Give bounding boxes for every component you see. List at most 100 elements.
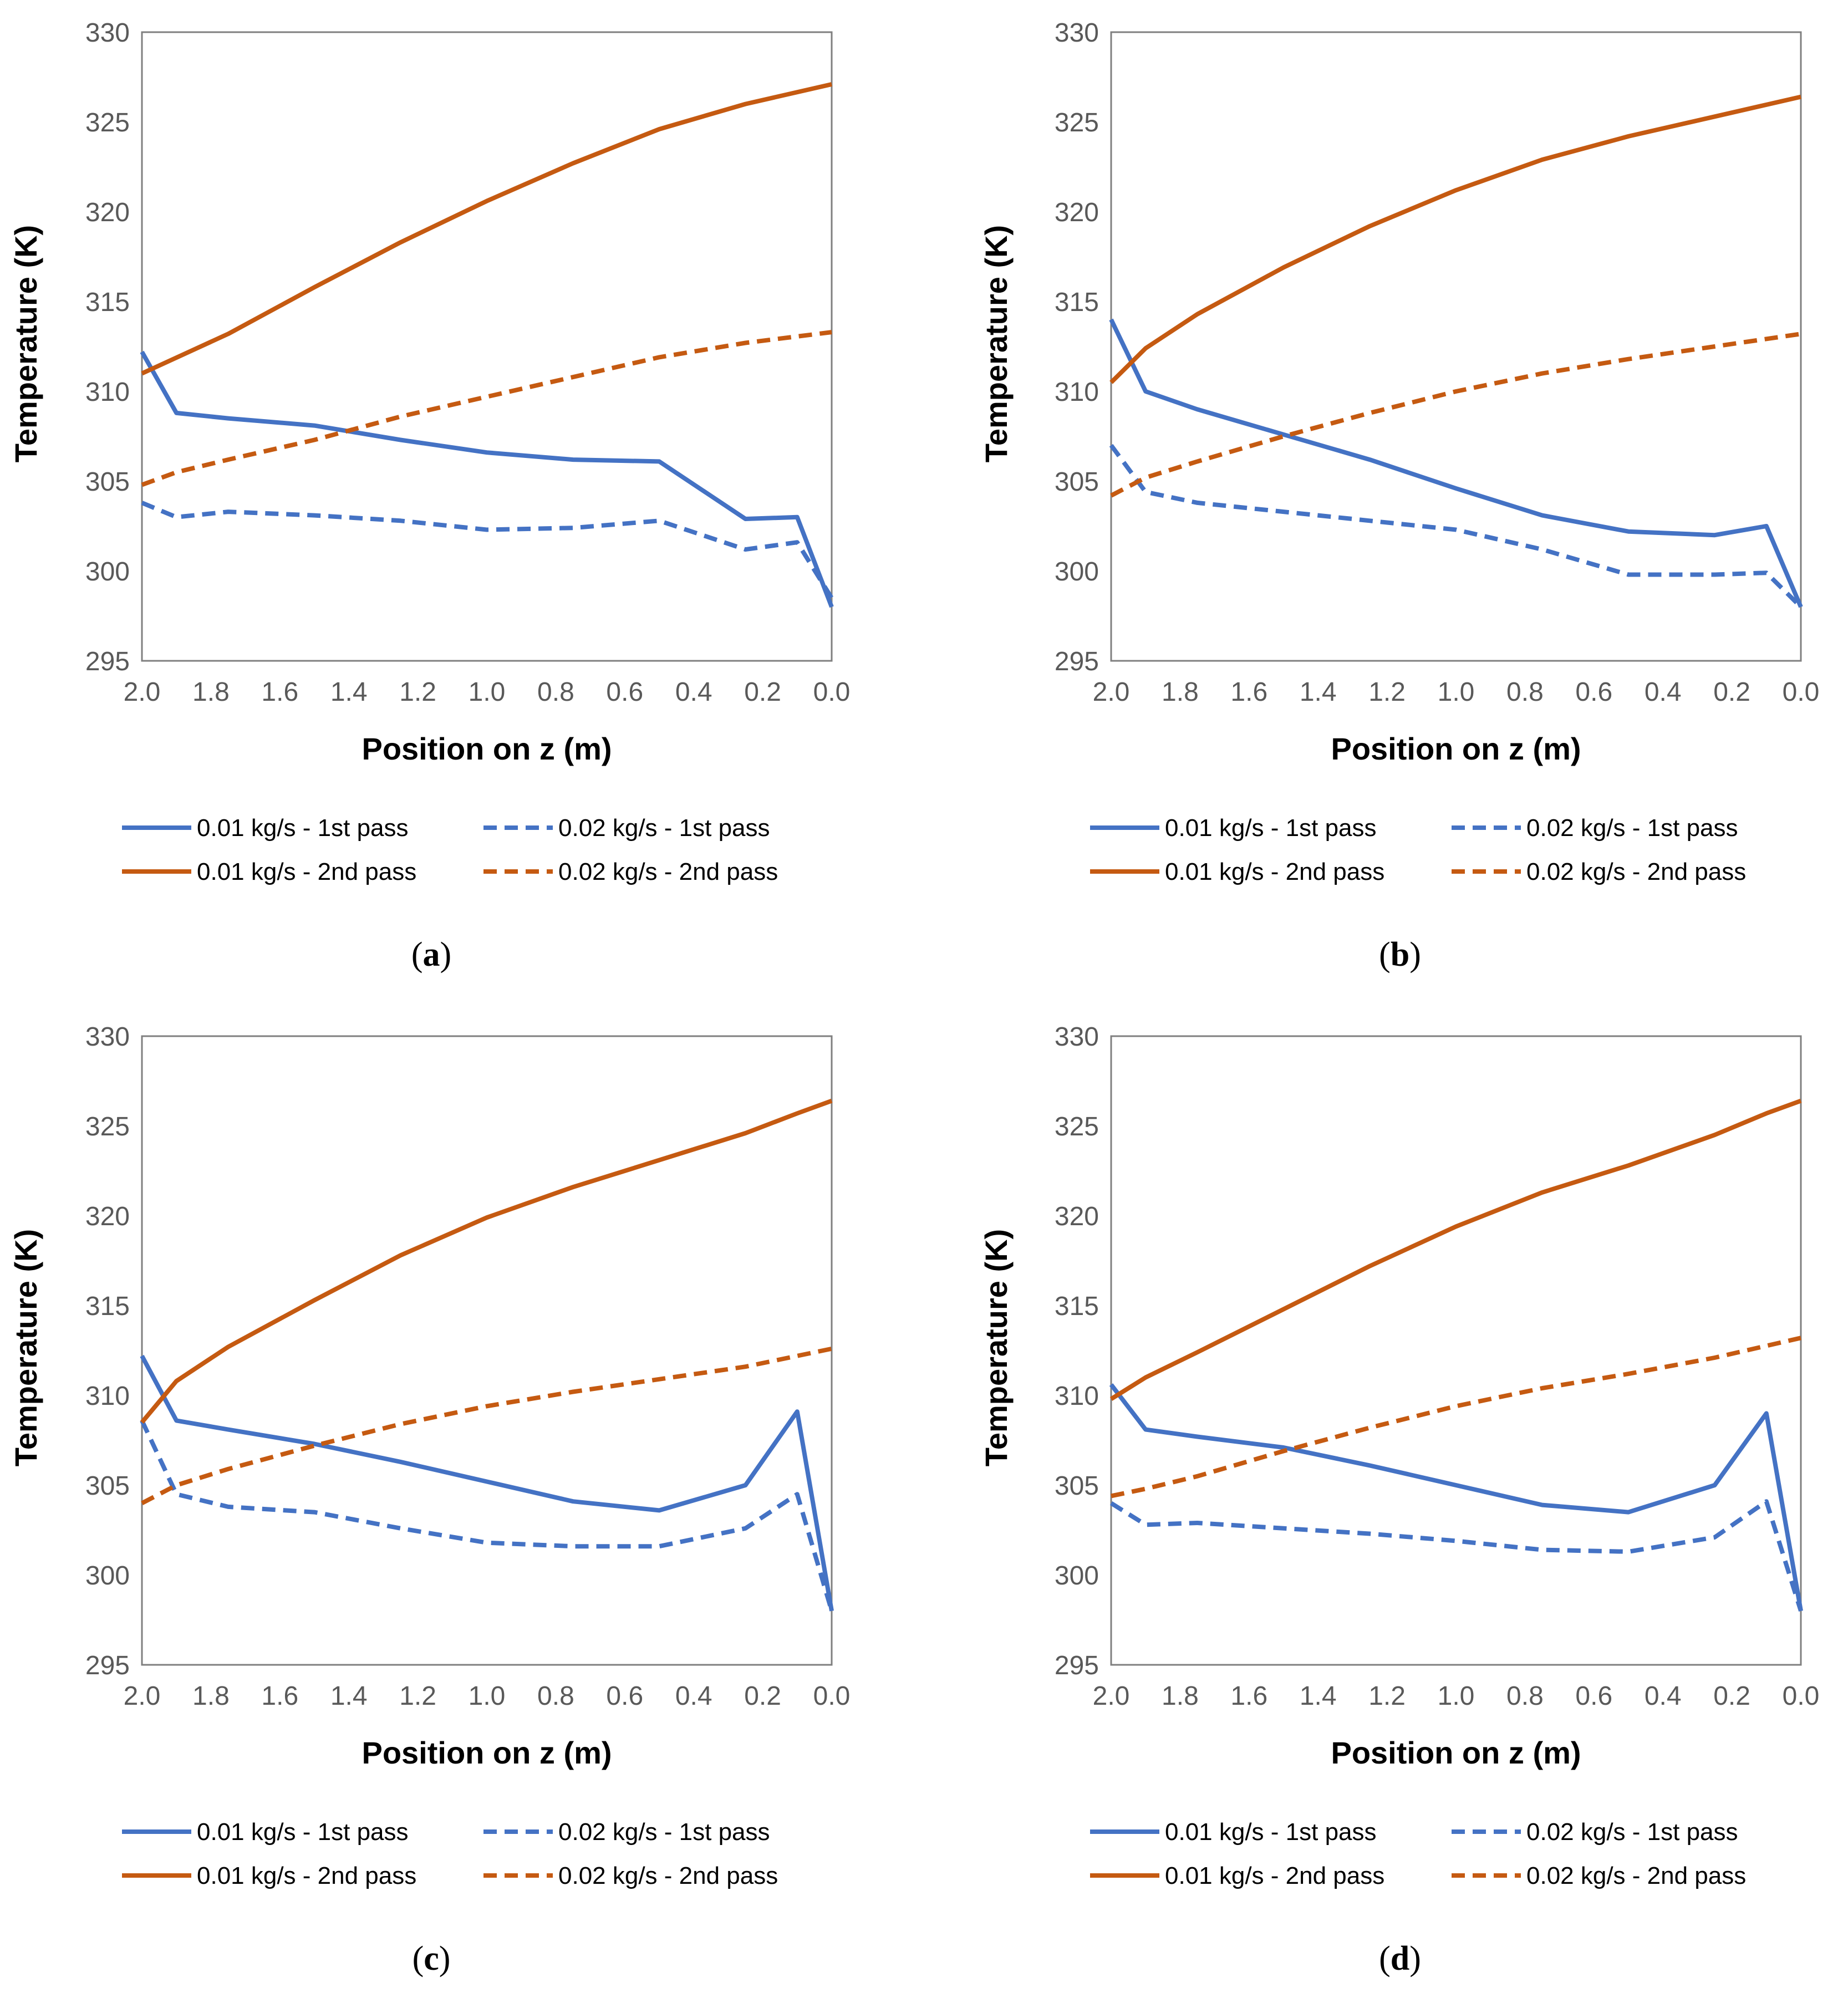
x-axis-title: Position on z (m)	[1331, 1735, 1581, 1770]
x-tick-label: 0.8	[537, 677, 574, 707]
x-tick-label: 0.8	[1506, 677, 1544, 707]
x-tick-label: 0.4	[675, 677, 712, 707]
y-tick-label: 320	[1055, 1202, 1099, 1231]
legend-label-02-1st: 0.02 kg/s - 1st pass	[1526, 814, 1738, 842]
legend-label-02-1st: 0.02 kg/s - 1st pass	[1526, 1818, 1738, 1846]
y-tick-label: 330	[85, 18, 130, 48]
y-tick-label: 330	[1055, 1022, 1099, 1052]
y-tick-label: 295	[85, 1651, 130, 1680]
x-tick-label: 1.4	[330, 677, 368, 707]
x-axis-title: Position on z (m)	[362, 731, 612, 766]
y-tick-label: 320	[85, 198, 130, 227]
y-tick-label: 315	[1055, 1292, 1099, 1321]
series-line-0-02-kg-s-1st-pass	[1109, 444, 1803, 609]
chart-svg-d: 295 300 305 310 315 320 325 330 Temperature (K)…	[979, 1022, 1820, 1978]
y-tick-label: 325	[1055, 108, 1099, 137]
x-tick-label: 1.0	[469, 677, 506, 707]
chart-svg-c: 295 300 305 310 315 320 325 330 Temperature (K)…	[8, 1022, 851, 1978]
y-tick-label: 325	[85, 108, 130, 137]
legend-label-01-2nd: 0.01 kg/s - 2nd pass	[1165, 1862, 1384, 1889]
x-tick-label: 0.2	[1713, 1681, 1750, 1711]
x-tick-label: 1.2	[399, 677, 436, 707]
legend-label-02-1st: 0.02 kg/s - 1st pass	[558, 1818, 770, 1846]
y-tick-label: 315	[85, 288, 130, 317]
panel-caption: (d)	[1379, 1940, 1421, 1978]
y-tick-label: 300	[1055, 557, 1099, 587]
x-tick-label: 2.0	[1093, 677, 1130, 707]
series-line-0-01-kg-s-2nd-pass	[1109, 94, 1801, 384]
x-tick-label: 1.6	[261, 1681, 298, 1711]
y-tick-label: 315	[85, 1292, 130, 1321]
x-tick-label: 1.6	[261, 677, 298, 707]
series-line-0-02-kg-s-1st-pass	[141, 501, 834, 599]
y-tick-label: 310	[85, 378, 130, 407]
x-tick-label: 1.6	[1230, 677, 1267, 707]
y-tick-label: 305	[1055, 467, 1099, 497]
y-axis-title: Temperature (K)	[8, 225, 43, 462]
legend-label-01-2nd: 0.01 kg/s - 2nd pass	[1165, 858, 1384, 885]
legend-label-01-1st: 0.01 kg/s - 1st pass	[1165, 814, 1377, 842]
x-tick-label: 1.2	[399, 1681, 436, 1711]
series-line-0-01-kg-s-1st-pass	[1109, 318, 1803, 608]
series-line-0-01-kg-s-2nd-pass	[141, 82, 832, 376]
y-tick-label: 300	[85, 1561, 130, 1591]
y-tick-label: 310	[85, 1382, 130, 1411]
x-tick-label: 1.4	[1300, 677, 1337, 707]
series-line-0-02-kg-s-2nd-pass	[1110, 332, 1801, 498]
chart-panel-b: 295 300 305 310 315 320 325 330 Temperature (K)…	[924, 0, 1847, 1004]
panel-caption: (b)	[1379, 936, 1421, 974]
y-tick-label: 320	[85, 1202, 130, 1231]
y-tick-label: 295	[1055, 647, 1099, 676]
chart-panel-c: 295 300 305 310 315 320 325 330 Temperature (K)…	[0, 1004, 924, 2008]
legend-label-02-2nd: 0.02 kg/s - 2nd pass	[1526, 1862, 1746, 1889]
x-tick-label: 0.0	[1783, 1681, 1820, 1711]
x-tick-label: 0.6	[1575, 677, 1612, 707]
x-tick-label: 1.4	[1300, 1681, 1337, 1711]
x-tick-label: 0.6	[1575, 1681, 1612, 1711]
x-tick-label: 0.6	[606, 1681, 643, 1711]
series-line-0-01-kg-s-1st-pass	[140, 350, 834, 608]
x-tick-label: 1.4	[330, 1681, 368, 1711]
x-tick-label: 0.0	[813, 677, 851, 707]
chart-svg-a: 295 300 305 310 315 320 325 330 Temperature (K)…	[8, 18, 851, 974]
chart-svg-b: 295 300 305 310 315 320 325 330 Temperature (K)…	[979, 18, 1820, 974]
legend: 0.01 kg/s - 1st pass 0.02 kg/s - 1st pas…	[122, 814, 778, 885]
x-tick-label: 1.8	[1162, 1681, 1199, 1711]
y-tick-label: 295	[1055, 1651, 1099, 1680]
series-line-0-01-kg-s-2nd-pass	[1109, 1098, 1802, 1401]
series-line-0-01-kg-s-1st-pass	[1109, 1383, 1803, 1612]
x-axis-title: Position on z (m)	[1331, 731, 1581, 766]
x-tick-label: 1.0	[469, 1681, 506, 1711]
x-tick-label: 0.2	[1713, 677, 1750, 707]
legend-label-02-2nd: 0.02 kg/s - 2nd pass	[1526, 858, 1746, 885]
x-tick-label: 1.6	[1230, 1681, 1267, 1711]
legend-label-01-2nd: 0.01 kg/s - 2nd pass	[197, 858, 416, 885]
x-tick-label: 0.6	[606, 677, 643, 707]
x-tick-label: 2.0	[124, 1681, 161, 1711]
x-tick-label: 0.2	[744, 1681, 781, 1711]
legend-label-02-1st: 0.02 kg/s - 1st pass	[558, 814, 770, 842]
legend-label-01-1st: 0.01 kg/s - 1st pass	[197, 814, 409, 842]
legend-label-01-1st: 0.01 kg/s - 1st pass	[197, 1818, 409, 1846]
y-tick-label: 320	[1055, 198, 1099, 227]
y-tick-label: 305	[85, 1471, 130, 1501]
legend-label-02-2nd: 0.02 kg/s - 2nd pass	[558, 858, 778, 885]
legend-label-01-1st: 0.01 kg/s - 1st pass	[1165, 1818, 1377, 1846]
y-tick-label: 310	[1055, 378, 1099, 407]
y-tick-label: 315	[1055, 288, 1099, 317]
y-tick-label: 305	[85, 467, 130, 497]
x-tick-label: 2.0	[124, 677, 161, 707]
x-tick-label: 1.8	[192, 1681, 230, 1711]
legend-label-02-2nd: 0.02 kg/s - 2nd pass	[558, 1862, 778, 1889]
x-tick-label: 0.0	[1783, 677, 1820, 707]
x-tick-label: 1.8	[1162, 677, 1199, 707]
x-tick-label: 0.0	[813, 1681, 851, 1711]
chart-panel-a: 295 300 305 310 315 320 325 330 Temperature (K)…	[0, 0, 924, 1004]
x-tick-label: 1.0	[1438, 677, 1475, 707]
x-tick-label: 0.4	[1645, 677, 1682, 707]
series-line-0-02-kg-s-1st-pass	[1109, 1499, 1803, 1612]
x-tick-label: 0.2	[744, 677, 781, 707]
panel-caption: (c)	[413, 1940, 451, 1978]
legend: 0.01 kg/s - 1st pass 0.02 kg/s - 1st pas…	[122, 1818, 778, 1889]
y-tick-label: 300	[1055, 1561, 1099, 1591]
